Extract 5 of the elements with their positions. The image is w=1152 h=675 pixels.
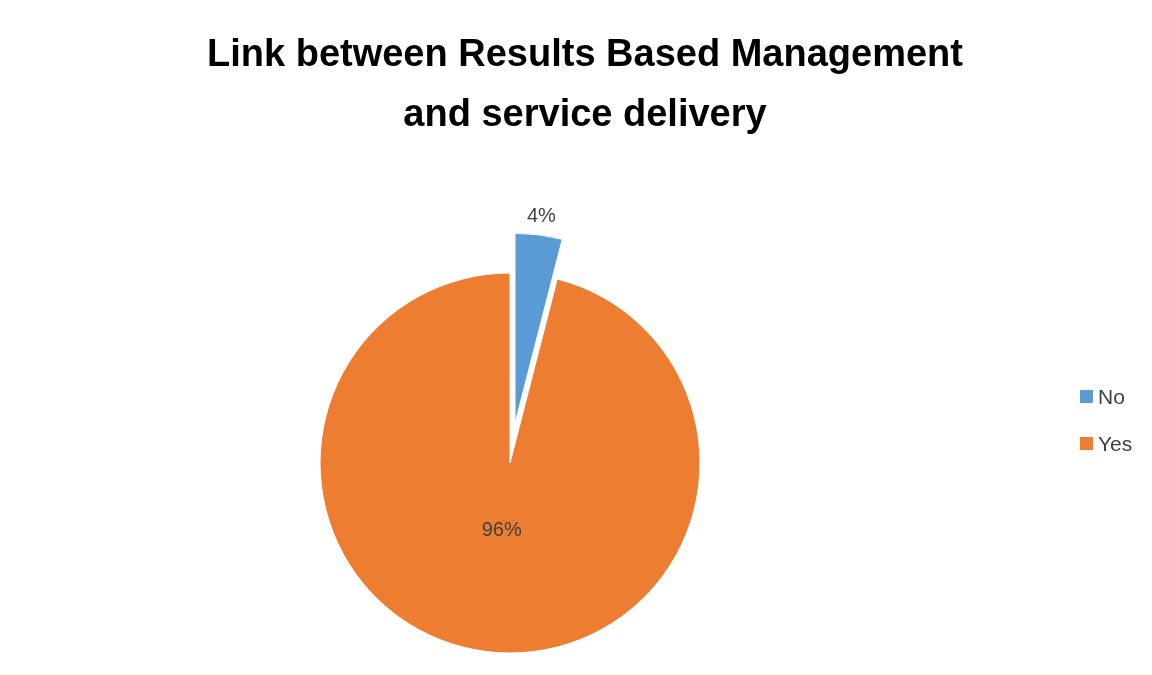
data-label: 4%: [526, 203, 556, 226]
legend-label: Yes: [1098, 431, 1133, 455]
data-label: 96%: [481, 517, 522, 540]
legend-label: No: [1098, 384, 1125, 408]
chart-title: Link between Results Based Management and service delivery: [207, 32, 964, 134]
